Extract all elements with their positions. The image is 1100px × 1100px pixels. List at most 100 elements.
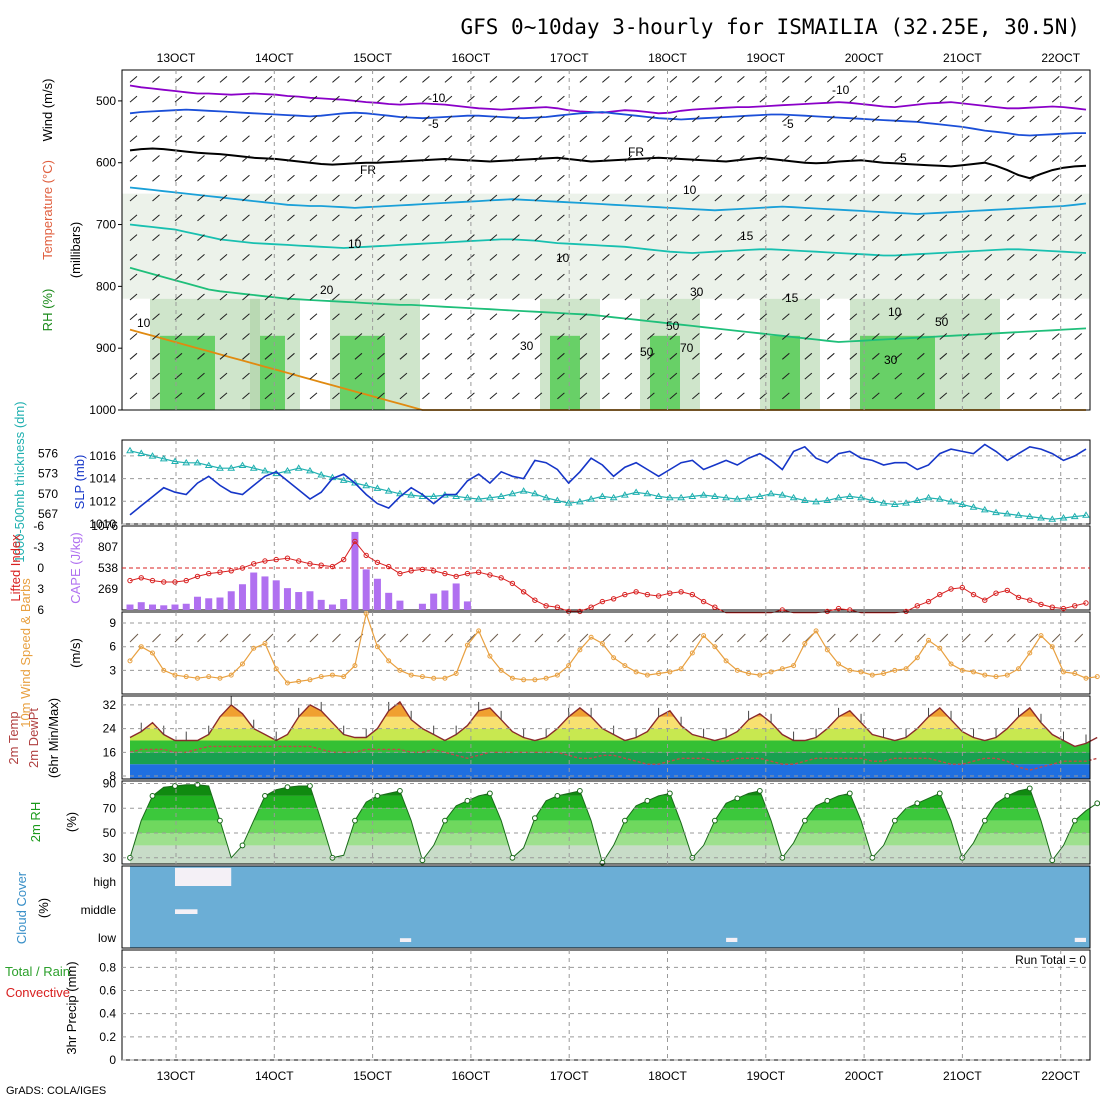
- wind-barb: [377, 135, 385, 143]
- wind-barb: [152, 273, 160, 281]
- li-point: [475, 569, 482, 575]
- li-point: [1038, 601, 1044, 608]
- wind-speed-point: [948, 661, 954, 667]
- wind-barb: [489, 333, 498, 340]
- wind-barb: [871, 392, 880, 400]
- wind-speed-point: [1016, 666, 1022, 672]
- temp-axis-label: 2m Temp: [6, 711, 21, 764]
- contour-label: -10: [428, 91, 446, 105]
- wind-barb: [647, 372, 655, 380]
- wind-barb: [489, 372, 498, 380]
- wind-barb: [602, 352, 610, 360]
- wind-barb: [624, 313, 633, 321]
- thickness-point: [137, 449, 146, 456]
- wind-barb: [826, 313, 835, 321]
- wind-barb: [512, 333, 520, 340]
- contour-label: FR: [360, 163, 376, 177]
- wind-barb: [602, 174, 610, 182]
- wind-barb: [287, 352, 295, 360]
- wind-barb: [602, 293, 610, 301]
- wind-barb: [399, 352, 408, 360]
- rh-point: [1004, 792, 1011, 799]
- slp-tick-label: 1014: [89, 472, 116, 486]
- wind-barb: [939, 115, 948, 123]
- wind-barb: [579, 155, 588, 162]
- bottom-date-label: 18OCT: [648, 1069, 687, 1083]
- wind-barb: [129, 254, 138, 261]
- wind-speed-point: [903, 666, 909, 672]
- wind-speed-point: [476, 628, 482, 634]
- wind-barb: [1051, 372, 1060, 380]
- wind-barb: [444, 254, 453, 261]
- wind-barb: [692, 214, 700, 222]
- wind-barb: [849, 95, 858, 103]
- li-point: [430, 568, 437, 574]
- wind-barb: [309, 254, 318, 261]
- wind-barb: [736, 633, 746, 643]
- wind-barb: [242, 214, 250, 222]
- wind-barb: [759, 194, 768, 202]
- wind-barb: [444, 115, 453, 123]
- thickness-axis-label: 1000-500mb thickness (dm): [12, 401, 27, 562]
- li-point: [1027, 597, 1033, 603]
- wind-speed-point: [566, 663, 572, 669]
- wind-barb: [354, 194, 363, 202]
- wind-barb: [332, 633, 341, 643]
- wind-speed-point: [307, 677, 313, 683]
- wind-barb: [534, 95, 543, 103]
- wind-barb: [714, 313, 723, 321]
- contour-label: 50: [640, 345, 654, 359]
- thickness-point: [902, 499, 910, 506]
- li-point: [340, 556, 347, 563]
- wind-barb: [242, 135, 250, 143]
- precip-legend-convective: Convective: [6, 985, 70, 1000]
- slp-thickness-panel: 1010 1012 1014 1016 567 570 573 576 SLP (mb) 1000…: [12, 401, 1091, 563]
- wind-barb: [669, 115, 678, 123]
- wind-barb: [152, 254, 160, 261]
- bottom-date-label: 19OCT: [746, 1069, 785, 1083]
- wind-barb: [737, 135, 745, 143]
- li-point: [228, 568, 234, 574]
- li-point: [464, 570, 471, 577]
- cape-bar: [385, 592, 393, 610]
- wind-barb: [624, 293, 633, 301]
- thickness-point: [789, 493, 798, 501]
- wind-barb: [1006, 95, 1015, 103]
- wind-barb: [894, 155, 903, 162]
- wind-barb: [1006, 313, 1015, 321]
- wind-barb: [512, 313, 520, 321]
- wind-barb: [782, 214, 790, 222]
- thickness-point: [632, 488, 641, 495]
- wind-barb: [692, 372, 700, 380]
- wind-barb: [804, 372, 813, 380]
- wind-barb: [354, 392, 363, 400]
- wind-barb: [714, 214, 723, 222]
- wind-barb: [489, 392, 498, 400]
- wind-barb: [714, 254, 723, 261]
- wind-barb: [332, 293, 340, 301]
- wind-barb: [939, 333, 948, 340]
- y-tick-label: 500: [96, 94, 116, 108]
- wind-barb: [961, 313, 970, 321]
- wind-barb: [579, 372, 588, 380]
- wind-barb: [1006, 273, 1015, 281]
- cape-bar: [261, 576, 269, 610]
- li-point: [925, 598, 932, 605]
- li-point: [948, 586, 954, 592]
- bottom-date-labels: 13OCT 14OCT 15OCT 16OCT 17OCT 18OCT 19OCT 20OCT…: [157, 1069, 1081, 1083]
- wind-barb: [647, 135, 655, 143]
- wind-barb: [467, 95, 475, 103]
- wind-barb: [804, 333, 813, 340]
- wind-barb: [961, 75, 970, 83]
- li-point: [543, 603, 549, 609]
- cape-tick-label: 807: [98, 540, 118, 554]
- li-point: [1060, 605, 1067, 612]
- wind-speed-point: [374, 644, 380, 650]
- rh-point: [824, 797, 831, 804]
- wind-barb: [287, 194, 295, 202]
- wind-barb: [1074, 254, 1083, 261]
- wind-barb: [512, 194, 520, 202]
- wind-barb: [309, 174, 318, 182]
- wind-barb: [737, 194, 745, 202]
- wind-barb: [939, 95, 948, 103]
